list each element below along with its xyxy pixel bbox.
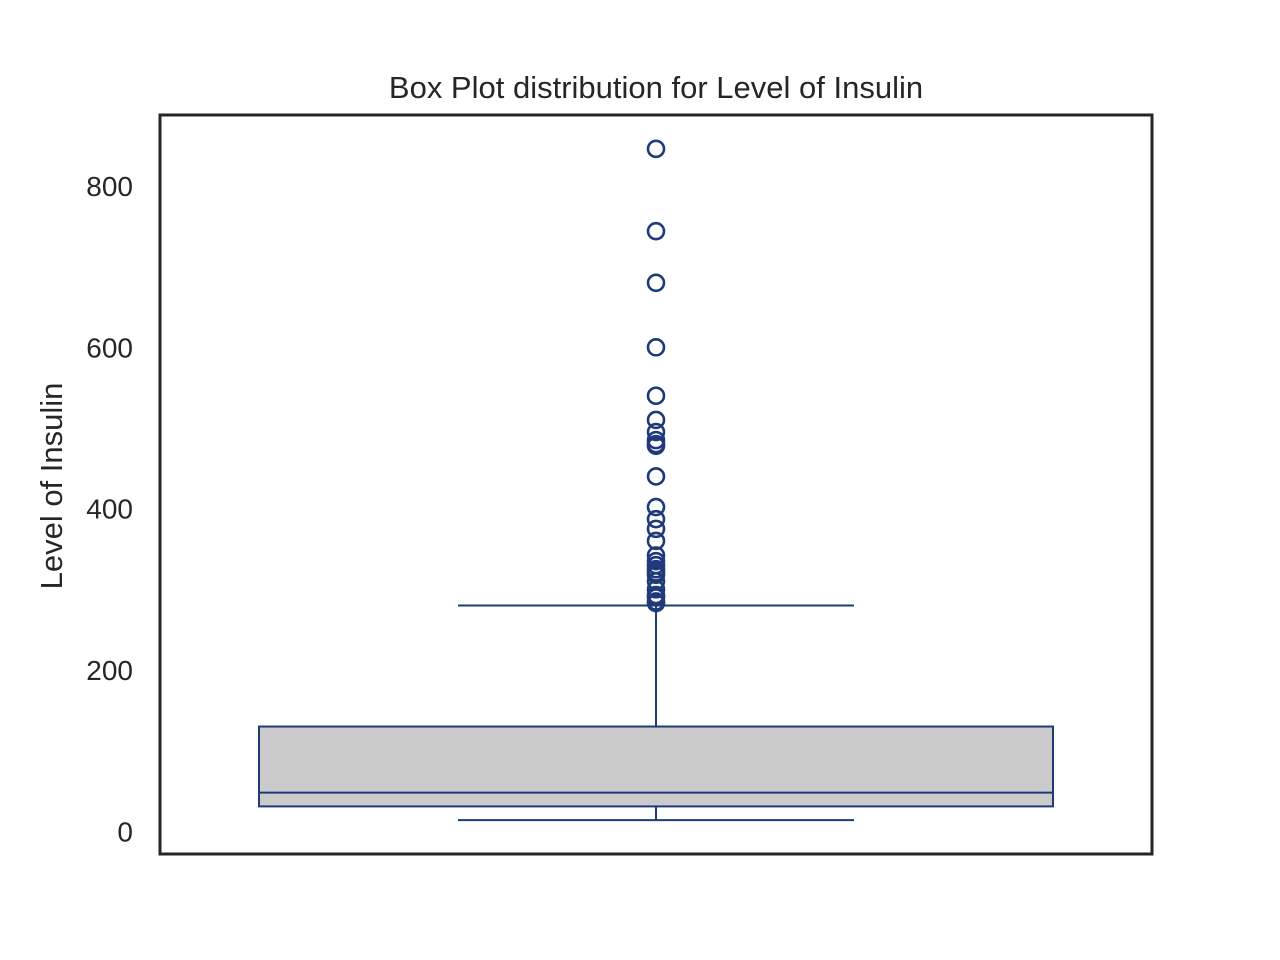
iqr-box bbox=[258, 725, 1054, 808]
outlier-point bbox=[646, 509, 666, 529]
outlier-point bbox=[646, 531, 666, 551]
y-tick-label: 800 bbox=[86, 171, 133, 202]
plot-elements bbox=[258, 139, 1054, 822]
y-tick-label: 0 bbox=[117, 816, 133, 847]
y-ticks: 0 200 400 600 800 bbox=[86, 171, 133, 847]
outlier-point bbox=[646, 593, 666, 613]
outlier-point bbox=[646, 497, 666, 517]
plot-frame bbox=[158, 113, 1154, 856]
chart-title: Box Plot distribution for Level of Insul… bbox=[389, 70, 923, 105]
outlier-point bbox=[646, 386, 666, 406]
outlier-point bbox=[646, 422, 666, 442]
outlier-point bbox=[646, 565, 666, 585]
y-tick-label: 600 bbox=[86, 332, 133, 363]
y-axis-label: Level of Insulin bbox=[34, 383, 69, 590]
y-tick-label: 200 bbox=[86, 655, 133, 686]
outlier-point bbox=[646, 436, 666, 456]
outlier-point bbox=[646, 467, 666, 486]
outlier-point bbox=[646, 338, 666, 357]
outlier-point bbox=[646, 519, 666, 539]
y-tick-label: 400 bbox=[86, 494, 133, 525]
outlier-point bbox=[646, 221, 666, 241]
outlier-point bbox=[646, 410, 666, 430]
outlier-point bbox=[646, 580, 666, 599]
outlier-point bbox=[646, 273, 666, 293]
outlier-point bbox=[646, 139, 666, 159]
